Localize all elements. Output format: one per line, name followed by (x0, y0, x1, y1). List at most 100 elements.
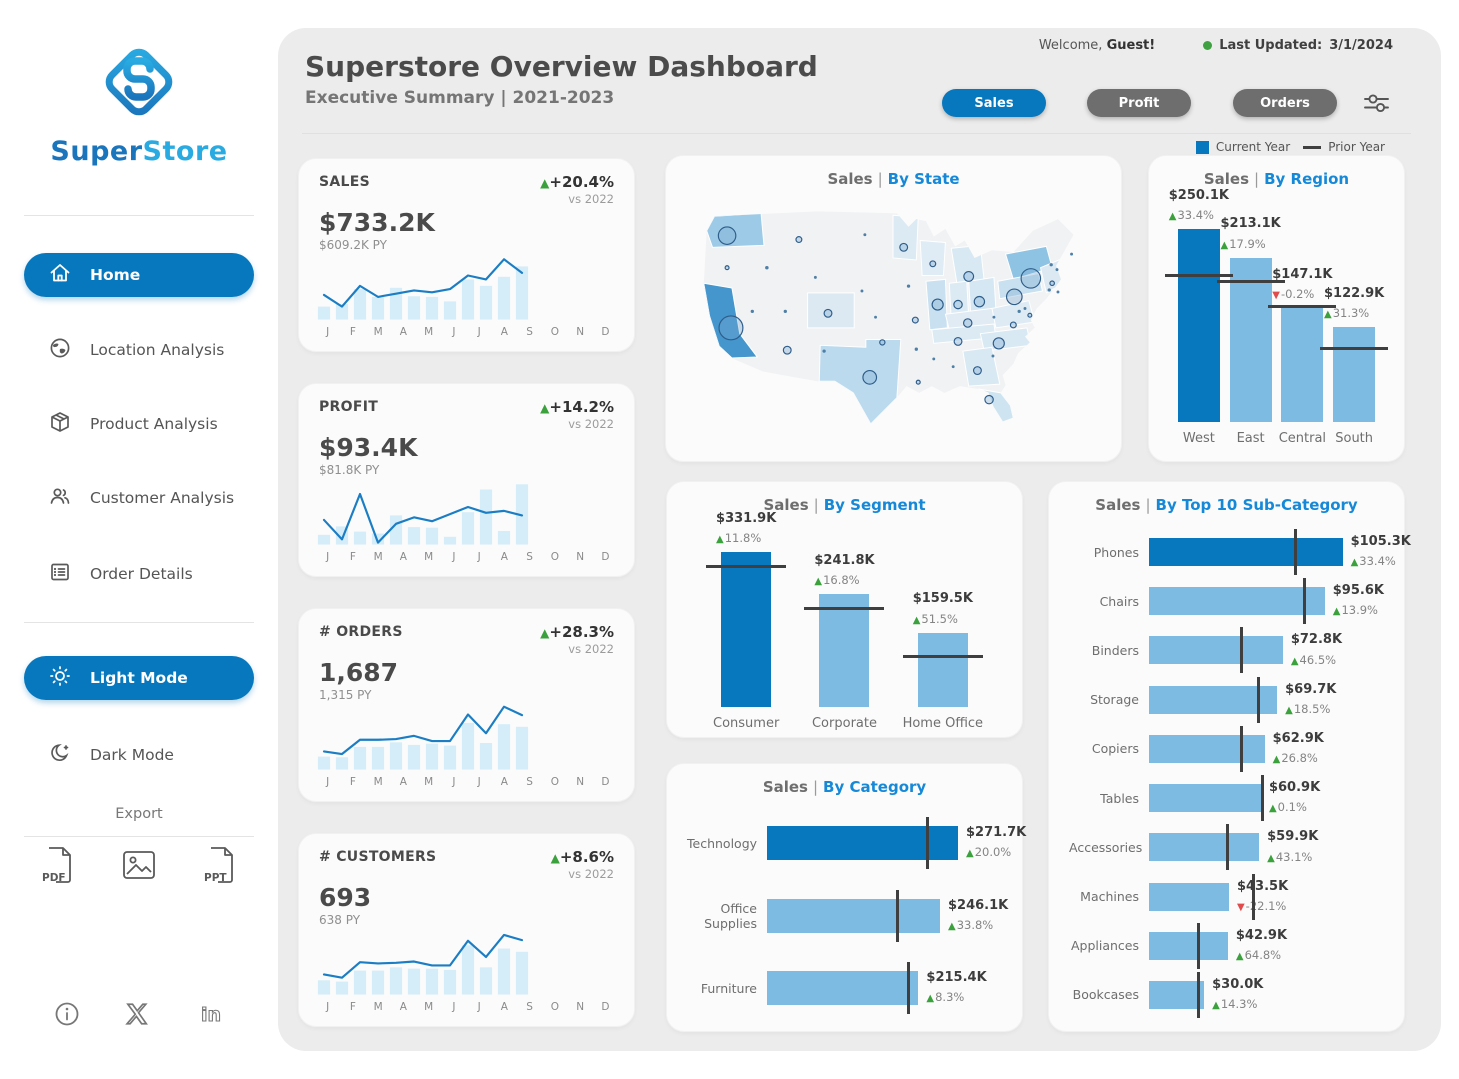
state-sales-bubble[interactable] (914, 347, 918, 351)
spark-bar[interactable] (425, 968, 439, 995)
spark-bar[interactable] (353, 746, 367, 770)
spark-bar[interactable] (371, 970, 385, 995)
info-icon[interactable] (53, 1000, 81, 1032)
bar[interactable] (721, 552, 772, 707)
state-sales-bubble[interactable] (1017, 309, 1021, 314)
bar[interactable] (917, 632, 968, 707)
spark-bar[interactable] (371, 296, 385, 320)
spark-bar[interactable] (497, 276, 511, 320)
state-sales-bubble[interactable] (718, 315, 744, 341)
bar[interactable] (1229, 257, 1272, 422)
spark-bar[interactable] (479, 742, 493, 770)
spark-bar[interactable] (389, 742, 403, 770)
state-sales-bubble[interactable] (953, 336, 963, 346)
state-sales-bubble[interactable] (795, 236, 803, 244)
state-sales-bubble[interactable] (992, 337, 1005, 350)
state-sales-bubble[interactable] (1047, 288, 1051, 292)
state-sales-bubble[interactable] (962, 318, 973, 328)
state-sales-bubble[interactable] (724, 265, 730, 271)
spark-bar[interactable] (353, 970, 367, 995)
spark-bar[interactable] (479, 489, 493, 545)
spark-bar[interactable] (407, 968, 421, 995)
spark-bar[interactable] (443, 745, 457, 770)
bar[interactable] (1149, 784, 1261, 813)
sidebar-item-customer-analysis[interactable]: Customer Analysis (24, 476, 254, 520)
spark-bar[interactable] (515, 951, 529, 995)
state-sales-bubble[interactable] (862, 369, 878, 385)
spark-bar[interactable] (353, 289, 367, 320)
state-sales-bubble[interactable] (992, 315, 996, 319)
bar[interactable] (1177, 229, 1220, 422)
state-sales-bubble[interactable] (906, 284, 911, 288)
state-sales-bubble[interactable] (991, 354, 995, 358)
metric-button-sales[interactable]: Sales (942, 89, 1046, 117)
state-sales-bubble[interactable] (860, 289, 864, 293)
spark-bar[interactable] (461, 722, 475, 770)
spark-bar[interactable] (497, 724, 511, 770)
bar[interactable] (1149, 833, 1260, 862)
state-sales-bubble[interactable] (1023, 306, 1027, 310)
linkedin-icon[interactable]: in (195, 1000, 225, 1032)
spark-bar[interactable] (317, 980, 331, 995)
bar[interactable] (1333, 327, 1376, 422)
spark-bar[interactable] (353, 531, 367, 545)
spark-bar[interactable] (335, 757, 349, 770)
state-sales-bubble[interactable] (822, 349, 826, 353)
spark-bar[interactable] (425, 296, 439, 320)
state-sales-bubble[interactable] (813, 275, 817, 279)
state-sales-bubble[interactable] (1020, 268, 1042, 289)
state-sales-bubble[interactable] (1049, 280, 1055, 287)
state-sales-bubble[interactable] (899, 242, 909, 252)
export-image-icon[interactable] (119, 845, 159, 889)
spark-bar[interactable] (389, 967, 403, 995)
bar[interactable] (1149, 636, 1283, 665)
state-sales-bubble[interactable] (1055, 268, 1059, 272)
sidebar-item-home[interactable]: Home (24, 253, 254, 297)
bar[interactable] (819, 594, 870, 707)
spark-bar[interactable] (461, 512, 475, 545)
bar[interactable] (1149, 538, 1343, 566)
state-sales-bubble[interactable] (1009, 321, 1017, 329)
state-sales-bubble[interactable] (951, 365, 955, 369)
state-sales-bubble[interactable] (1070, 252, 1074, 256)
spark-bar[interactable] (389, 515, 403, 545)
state-sales-bubble[interactable] (823, 308, 833, 318)
state-sales-bubble[interactable] (750, 309, 754, 314)
spark-bar[interactable] (515, 266, 529, 320)
bar[interactable] (1149, 980, 1205, 1009)
spark-bar[interactable] (515, 726, 529, 770)
spark-bar[interactable] (317, 534, 331, 545)
bar[interactable] (1149, 685, 1278, 714)
metric-button-profit[interactable]: Profit (1087, 89, 1191, 117)
sidebar-item-order-details[interactable]: Order Details (24, 552, 254, 596)
bar[interactable] (1149, 587, 1325, 616)
metric-button-orders[interactable]: Orders (1233, 89, 1337, 117)
state-sales-bubble[interactable] (963, 270, 975, 282)
spark-bar[interactable] (479, 967, 493, 995)
bar[interactable] (1149, 734, 1265, 763)
spark-bar[interactable] (371, 533, 385, 545)
spark-bar[interactable] (425, 743, 439, 770)
export-pdf-icon[interactable]: PDF (39, 845, 77, 889)
sidebar-item-product-analysis[interactable]: Product Analysis (24, 402, 254, 446)
spark-bar[interactable] (407, 296, 421, 320)
spark-bar[interactable] (443, 301, 457, 320)
state-sales-bubble[interactable] (1027, 312, 1033, 318)
spark-bar[interactable] (389, 287, 403, 320)
state-sales-bubble[interactable] (874, 315, 878, 319)
state-sales-bubble[interactable] (717, 226, 737, 245)
x-twitter-icon[interactable] (125, 1001, 151, 1031)
state-sales-bubble[interactable] (929, 260, 937, 268)
spark-bar[interactable] (443, 536, 457, 545)
state-sales-bubble[interactable] (932, 357, 936, 361)
spark-bar[interactable] (443, 969, 457, 995)
bar[interactable] (767, 898, 940, 933)
bar[interactable] (767, 971, 919, 1005)
spark-bar[interactable] (335, 304, 349, 320)
state-sales-bubble[interactable] (879, 339, 886, 346)
spark-bar[interactable] (425, 527, 439, 545)
light-mode-toggle[interactable]: Light Mode (24, 656, 254, 700)
state-sales-bubble[interactable] (1049, 263, 1053, 267)
bar[interactable] (1149, 882, 1229, 911)
spark-bar[interactable] (317, 306, 331, 320)
